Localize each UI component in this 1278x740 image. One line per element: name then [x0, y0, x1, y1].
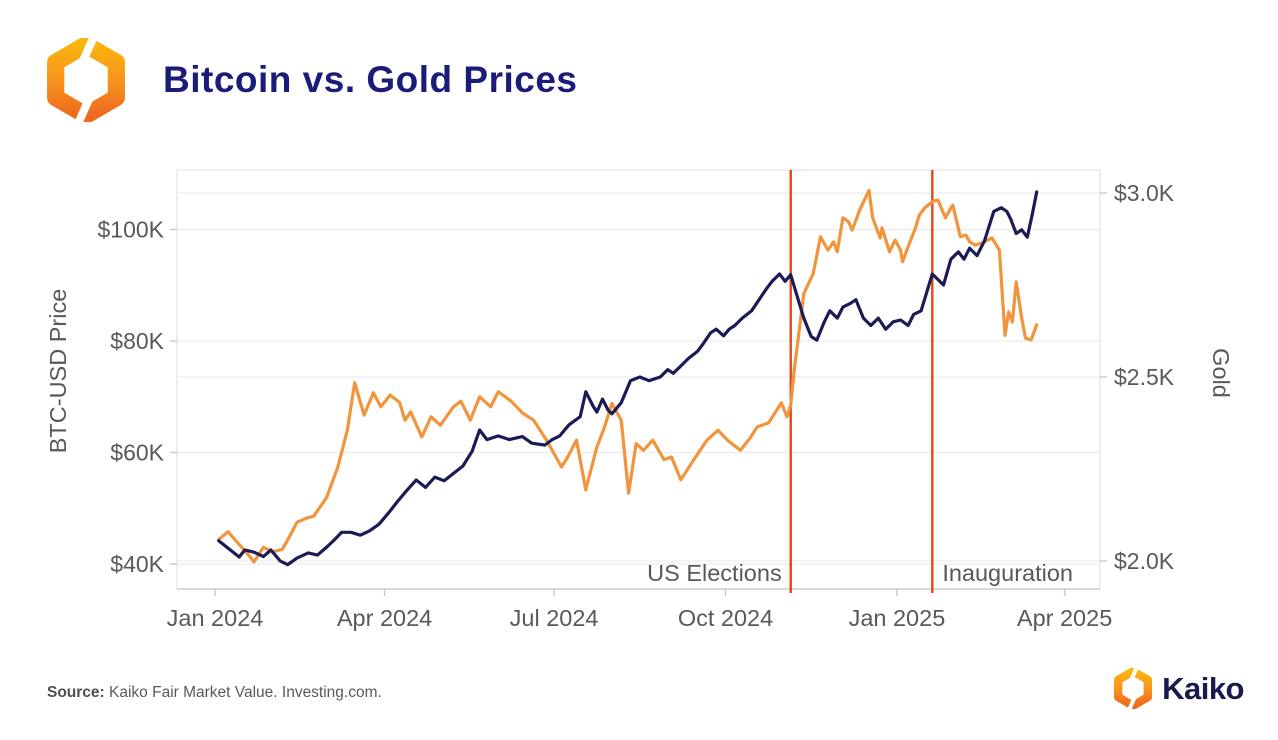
x-tick-label: Jul 2024: [510, 605, 599, 631]
kaiko-logo-icon: [47, 38, 125, 122]
source-label: Source:: [47, 684, 105, 701]
source-note: Source: Kaiko Fair Market Value. Investi…: [47, 684, 382, 702]
y-right-tick-label: $2.5K: [1114, 364, 1175, 390]
x-tick-label: Apr 2024: [337, 605, 432, 631]
x-tick-label: Jan 2024: [167, 605, 264, 631]
brand-wordmark: Kaiko: [1162, 670, 1244, 706]
event-label: US Elections: [647, 560, 782, 586]
y-left-tick-label: $100K: [97, 217, 164, 243]
btc-price-line: [217, 188, 1039, 564]
kaiko-logo-icon-small: [1114, 668, 1153, 709]
source-text: Kaiko Fair Market Value. Investing.com.: [104, 684, 382, 701]
x-tick-label: Apr 2025: [1017, 605, 1112, 631]
y-left-axis-title: BTC-USD Price: [45, 289, 71, 454]
y-left-tick-label: $80K: [110, 328, 164, 354]
y-right-tick-label: $3.0K: [1114, 180, 1175, 206]
plot-border: [176, 169, 1101, 590]
x-tick-label: Jan 2025: [849, 605, 946, 631]
event-label: Inauguration: [942, 560, 1073, 586]
x-tick-label: Oct 2024: [678, 605, 773, 631]
y-right-axis-title: Gold: [1208, 348, 1234, 398]
y-left-tick-label: $40K: [110, 551, 164, 577]
y-left-tick-label: $60K: [110, 440, 164, 466]
page-title: Bitcoin vs. Gold Prices: [163, 59, 578, 100]
y-right-tick-label: $2.0K: [1114, 548, 1175, 574]
gold-price-line: [217, 190, 1039, 567]
kaiko-brand-mark: Kaiko: [1113, 668, 1244, 709]
page-header: Bitcoin vs. Gold Prices: [45, 38, 578, 122]
